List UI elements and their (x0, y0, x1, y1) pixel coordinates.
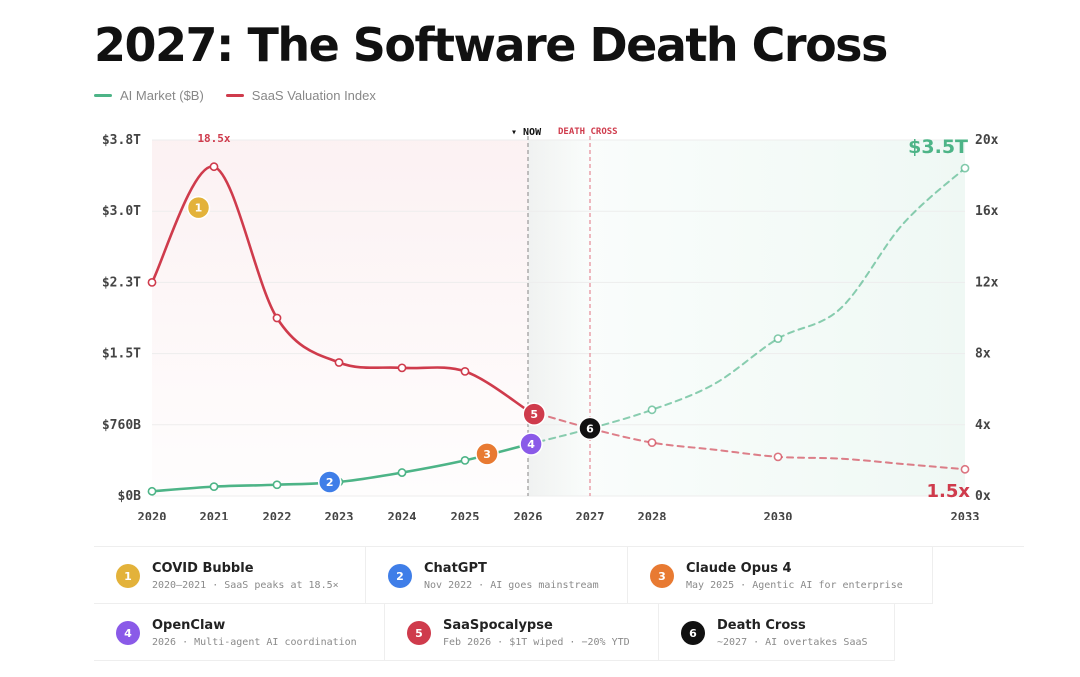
saas-data-point (397, 363, 407, 373)
saas-data-point (272, 313, 282, 323)
event-card-openclaw: 4 OpenClaw 2026 · Multi-agent AI coordin… (94, 604, 385, 661)
end-ai-label: $3.5T (908, 136, 968, 158)
y-left-tick-label: $0B (118, 489, 142, 504)
saas-data-point (209, 162, 219, 172)
y-right-tick-label: 0x (975, 489, 991, 504)
y-left-tick-label: $3.8T (102, 133, 141, 148)
y-right-tick-label: 8x (975, 347, 991, 362)
event-badge: 6 (681, 621, 705, 645)
projection-shade (528, 140, 965, 496)
legend-swatch-saas (225, 94, 244, 97)
x-tick-label: 2027 (576, 510, 605, 520)
x-tick-label: 2028 (638, 510, 667, 520)
chart-legend: AI Market ($B) SaaS Valuation Index (94, 88, 376, 103)
event-card-death-cross: 6 Death Cross ~2027 · AI overtakes SaaS (659, 604, 895, 661)
ai-data-point (272, 480, 282, 490)
event-title: COVID Bubble (152, 561, 254, 576)
event-marker-label: 6 (586, 422, 594, 435)
event-badge: 1 (116, 564, 140, 588)
history-shade (152, 140, 528, 496)
event-row-2: 4 OpenClaw 2026 · Multi-agent AI coordin… (94, 604, 1024, 661)
x-tick-label: 2022 (263, 510, 292, 520)
saas-data-point (460, 366, 470, 376)
legend-label-ai: AI Market ($B) (120, 88, 204, 103)
peak-label: 18.5x (197, 132, 230, 145)
ai-data-point (960, 163, 970, 173)
ai-data-point (397, 468, 407, 477)
event-title: SaaSpocalypse (443, 618, 553, 633)
event-marker (317, 470, 342, 494)
event-marker (522, 402, 546, 426)
event-card-saaspocalypse: 5 SaaSpocalypse Feb 2026 · $1T wiped · −… (385, 604, 659, 661)
saas-data-point (960, 464, 970, 474)
ai-data-point (147, 486, 157, 496)
y-left-tick-label: $1.5T (102, 347, 141, 362)
y-right-tick-label: 20x (975, 133, 999, 148)
event-marker-label: 5 (530, 408, 538, 421)
event-title: Claude Opus 4 (686, 561, 792, 576)
event-marker (578, 416, 602, 441)
saas-data-point (147, 277, 157, 287)
saas-data-point (773, 452, 783, 462)
event-subtitle: ~2027 · AI overtakes SaaS (717, 637, 868, 648)
y-right-tick-label: 4x (975, 418, 991, 433)
event-badge: 5 (407, 621, 431, 645)
event-card-claude: 3 Claude Opus 4 May 2025 · Agentic AI fo… (628, 547, 933, 604)
end-saas-label: 1.5x (927, 481, 971, 502)
event-subtitle: 2026 · Multi-agent AI coordination (152, 637, 357, 648)
y-right-tick-label: 12x (975, 275, 999, 290)
event-subtitle: May 2025 · Agentic AI for enterprise (686, 580, 903, 591)
saas-data-point (334, 358, 344, 367)
event-subtitle: Feb 2026 · $1T wiped · −20% YTD (443, 637, 630, 648)
event-marker-label: 4 (527, 438, 535, 451)
event-marker-label: 3 (483, 448, 491, 461)
death-cross-label: DEATH CROSS (558, 127, 618, 137)
event-marker (475, 442, 499, 466)
event-cards: 1 COVID Bubble 2020–2021 · SaaS peaks at… (94, 546, 1024, 661)
x-tick-label: 2020 (138, 510, 167, 520)
x-tick-label: 2033 (951, 510, 980, 520)
legend-item-ai: AI Market ($B) (94, 88, 204, 103)
legend-swatch-ai (94, 94, 112, 97)
line-chart: $0B $760B $1.5T $2.3T $3.0T $3.8T 0x 4x 8x 12x 16x… (102, 127, 999, 520)
event-badge: 4 (116, 621, 140, 645)
y-left-tick-label: $3.0T (102, 204, 141, 219)
ai-data-point (773, 334, 783, 344)
y-right-tick-label: 16x (975, 204, 999, 219)
event-marker-label: 1 (195, 202, 203, 215)
y-left-tick-label: $760B (102, 418, 141, 433)
x-tick-label: 2025 (451, 510, 480, 520)
event-marker (519, 432, 543, 456)
event-title: ChatGPT (424, 561, 487, 576)
x-tick-label: 2030 (764, 510, 793, 520)
event-card-covid: 1 COVID Bubble 2020–2021 · SaaS peaks at… (94, 547, 366, 604)
x-tick-label: 2026 (514, 510, 543, 520)
x-tick-label: 2024 (388, 510, 417, 520)
legend-item-saas: SaaS Valuation Index (225, 88, 376, 103)
saas-data-point (647, 438, 657, 447)
legend-label-saas: SaaS Valuation Index (251, 88, 376, 103)
ai-data-point (460, 455, 470, 465)
event-title: Death Cross (717, 618, 806, 633)
event-title: OpenClaw (152, 618, 226, 633)
event-card-chatgpt: 2 ChatGPT Nov 2022 · AI goes mainstream (366, 547, 628, 604)
event-badge: 3 (650, 564, 674, 588)
x-tick-label: 2023 (325, 510, 354, 520)
ai-series-line (527, 167, 966, 446)
event-marker-label: 2 (326, 476, 334, 489)
now-label: ▾ NOW (511, 127, 542, 138)
saas-series-line (527, 409, 966, 471)
event-marker (186, 195, 211, 220)
y-left-tick-label: $2.3T (102, 275, 141, 290)
event-row-1: 1 COVID Bubble 2020–2021 · SaaS peaks at… (94, 546, 1024, 604)
ai-data-point (647, 405, 657, 415)
event-subtitle: Nov 2022 · AI goes mainstream (424, 580, 599, 591)
saas-series-line (150, 165, 530, 412)
event-badge: 2 (388, 564, 412, 588)
x-tick-label: 2021 (200, 510, 229, 520)
event-subtitle: 2020–2021 · SaaS peaks at 18.5× (152, 580, 339, 591)
chart-title: 2027: The Software Death Cross (94, 18, 888, 72)
ai-data-point (209, 482, 219, 492)
